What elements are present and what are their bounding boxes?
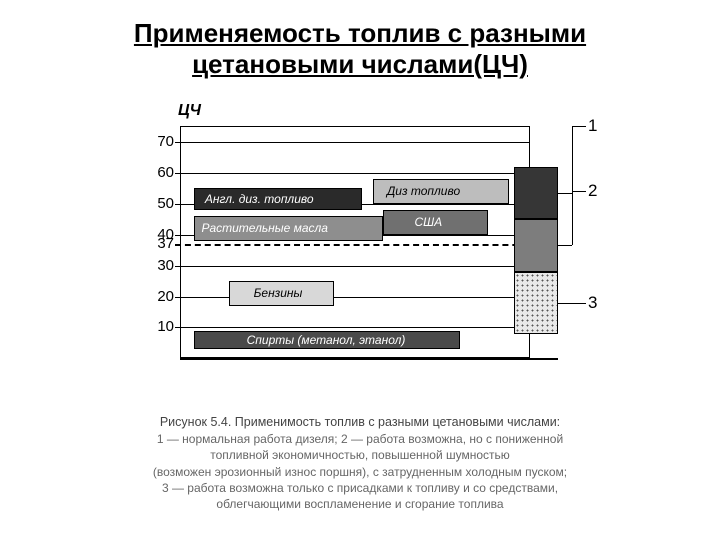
title-line-1: Применяемость топлив с разными (134, 18, 586, 48)
caption-line: облегчающими воспламенение и сгорание то… (216, 497, 503, 511)
caption-head: Рисунок 5.4. Применимость топлив с разны… (160, 415, 560, 429)
y-gridline (180, 327, 530, 328)
chart-figure: ЦЧ7060504030201037Англ. диз. топливоРаст… (90, 98, 630, 408)
y-gridline (180, 266, 530, 267)
leader (572, 191, 573, 245)
y-tick-label: 10 (144, 318, 174, 335)
y-tick-label: 30 (144, 257, 174, 274)
y-tick-label: 60 (144, 164, 174, 181)
caption-line: топливной экономичностью, повышенной шум… (210, 448, 510, 462)
y-dash-37 (175, 244, 558, 246)
caption-line: (возможен эрозионный износ поршня), с за… (153, 465, 567, 479)
leader (572, 191, 586, 192)
leader (558, 193, 572, 194)
fuel-label: Диз топливо (384, 184, 463, 198)
y-tick-special: 37 (144, 235, 174, 252)
fuel-label: Бензины (251, 286, 306, 300)
plot-area (180, 126, 530, 358)
figure-caption: Рисунок 5.4. Применимость топлив с разны… (24, 414, 696, 512)
slide: Применяемость топлив с разными цетановым… (0, 0, 720, 540)
side-bar-3 (514, 272, 558, 334)
fuel-bar: Бензины (229, 281, 334, 306)
fuel-bar: Англ. диз. топливо (194, 188, 362, 210)
callout-1: 1 (588, 116, 597, 136)
side-bar-1 (514, 167, 558, 220)
y-tick-label: 50 (144, 195, 174, 212)
fuel-label: Спирты (метанол, этанол) (244, 333, 409, 347)
y-tick-label: 20 (144, 288, 174, 305)
leader (558, 303, 572, 304)
fuel-label: США (411, 215, 445, 229)
fuel-bar: Растительные масла (194, 216, 383, 241)
y-axis-label: ЦЧ (178, 102, 201, 120)
caption-line: 3 — работа возможна только с присадками … (162, 481, 558, 495)
slide-title: Применяемость топлив с разными цетановым… (24, 18, 696, 80)
fuel-bar: Диз топливо (373, 179, 510, 204)
callout-3: 3 (588, 293, 597, 313)
leader (558, 245, 572, 246)
fuel-bar: США (383, 210, 488, 235)
title-line-2: цетановыми числами(ЦЧ) (192, 49, 528, 79)
leader (572, 126, 586, 127)
fuel-bar: Спирты (метанол, этанол) (194, 331, 460, 350)
leader (572, 126, 573, 193)
y-tick-label: 70 (144, 133, 174, 150)
side-bar-2 (514, 219, 558, 272)
y-gridline (180, 173, 530, 174)
y-gridline (180, 142, 530, 143)
fuel-label: Англ. диз. топливо (202, 192, 317, 206)
x-axis (180, 358, 558, 360)
fuel-label: Растительные масла (198, 221, 330, 235)
caption-line: 1 — нормальная работа дизеля; 2 — работа… (157, 432, 563, 446)
callout-2: 2 (588, 181, 597, 201)
leader (572, 303, 586, 304)
